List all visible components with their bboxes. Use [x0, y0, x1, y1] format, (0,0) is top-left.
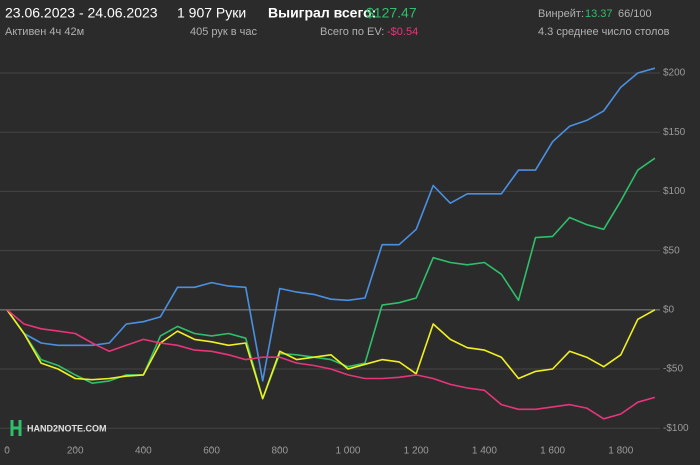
- series-line: [6, 309, 656, 400]
- winrate-ci: 66/100: [618, 8, 652, 20]
- logo-icon: [10, 420, 22, 436]
- series-line: [6, 67, 656, 382]
- y-tick-label: -$50: [663, 364, 683, 375]
- logo: HAND2NOTE.COM: [10, 420, 107, 436]
- tables: 4.3 среднее число столов: [538, 26, 670, 38]
- x-tick-label: 1 400: [472, 446, 497, 457]
- winrate-value: 13.37: [585, 8, 613, 20]
- y-tick-label: -$100: [663, 423, 689, 434]
- x-tick-label: 1 600: [540, 446, 565, 457]
- x-tick-label: 200: [67, 446, 84, 457]
- x-tick-label: 1 200: [404, 446, 429, 457]
- winrate-label: Винрейт:: [538, 8, 584, 20]
- y-tick-label: $200: [663, 68, 686, 79]
- x-tick-label: 800: [271, 446, 288, 457]
- plot: $200 $150 $100 $50 $0 -$50 -$100 0 200 400 600 800 1…: [0, 67, 689, 457]
- x-tick-label: 600: [203, 446, 220, 457]
- logo-text: HAND2NOTE.COM: [27, 423, 107, 433]
- x-tick-label: 400: [135, 446, 152, 457]
- series-line: [6, 157, 656, 400]
- y-tick-label: $50: [663, 245, 680, 256]
- active-time: Активен 4ч 42м: [5, 26, 84, 38]
- y-tick-label: $0: [663, 304, 675, 315]
- ev-value: -$0.54: [387, 26, 418, 38]
- ev-label: Всего по EV:: [320, 26, 384, 38]
- y-tick-label: $100: [663, 186, 686, 197]
- hands: 1 907 Руки: [177, 5, 246, 21]
- date-range: 23.06.2023 - 24.06.2023: [5, 5, 158, 21]
- y-tick-label: $150: [663, 127, 686, 138]
- x-tick-label: 0: [4, 446, 10, 457]
- won-label: Выиграл всего:: [268, 5, 376, 21]
- x-tick-label: 1 800: [608, 446, 633, 457]
- won-value: $127.47: [366, 5, 417, 21]
- series-line: [6, 309, 656, 420]
- x-tick-label: 1 000: [335, 446, 360, 457]
- hands-per-hour: 405 рук в час: [190, 26, 258, 38]
